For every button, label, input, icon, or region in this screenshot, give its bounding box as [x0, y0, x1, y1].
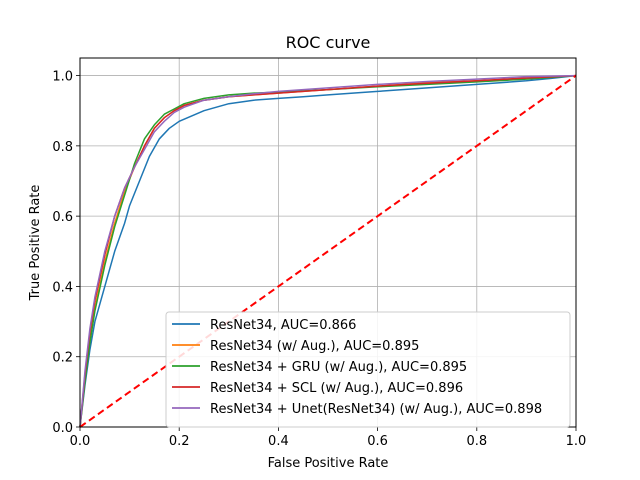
chance-diagonal-line	[79, 74, 577, 428]
series-lines	[79, 74, 577, 428]
reference-line	[79, 74, 577, 428]
legend-entry-1: ResNet34, AUC=0.866	[210, 318, 356, 333]
legend-box	[165, 311, 571, 428]
x-tick-label: 0.2	[169, 434, 190, 449]
y-tick-label: 1.0	[52, 70, 73, 85]
chart-title: ROC curve	[286, 33, 371, 52]
series-line-1	[79, 74, 577, 428]
x-tick-label: 0.8	[466, 434, 487, 449]
legend: ResNet34, AUC=0.866 ResNet34 (w/ Aug.), A…	[165, 311, 571, 428]
legend-entry-2: ResNet34 (w/ Aug.), AUC=0.895	[210, 339, 419, 354]
legend-entry-4: ResNet34 + SCL (w/ Aug.), AUC=0.896	[210, 381, 463, 396]
y-axis-label: True Positive Rate	[28, 185, 43, 302]
axis-ticks: 0.0 0.2 0.4 0.6 0.8 1.0 0.0 0.2 0.4 0.6 0.8 1.0	[52, 70, 586, 449]
legend-entry-3: ResNet34 + GRU (w/ Aug.), AUC=0.895	[210, 360, 467, 375]
x-tick-label: 0.6	[367, 434, 388, 449]
y-tick-label: 0.2	[52, 351, 73, 366]
legend-entry-5: ResNet34 + Unet(ResNet34) (w/ Aug.), AUC…	[210, 402, 542, 417]
series-line-3	[79, 74, 577, 428]
y-tick-label: 0.8	[52, 140, 73, 155]
y-tick-label: 0.6	[52, 210, 73, 225]
series-line-5	[79, 74, 577, 428]
x-tick-label: 0.4	[268, 434, 289, 449]
x-tick-label: 1.0	[566, 434, 587, 449]
y-tick-label: 0.4	[52, 280, 73, 295]
x-axis-label: False Positive Rate	[268, 456, 389, 471]
x-tick-label: 0.0	[70, 434, 91, 449]
y-tick-label: 0.0	[52, 421, 73, 436]
